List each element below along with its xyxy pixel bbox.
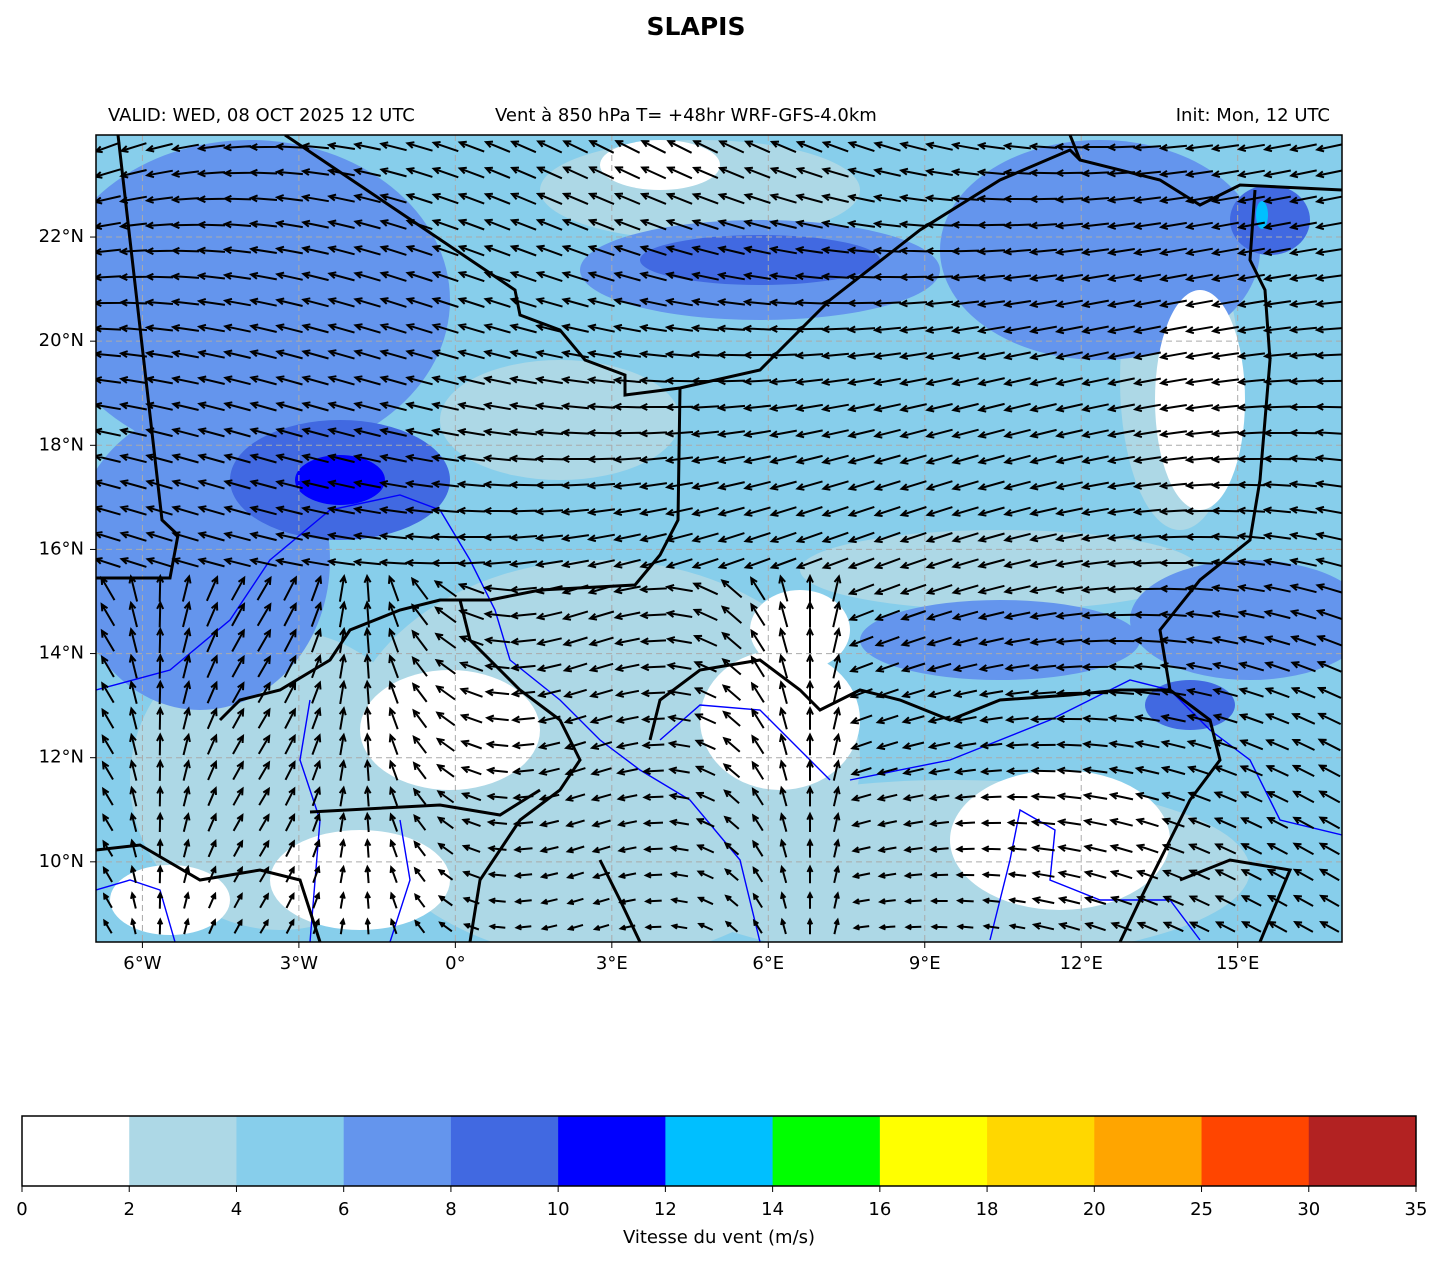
colorbar-bin [450, 1116, 559, 1186]
colorbar: 0 2 4 6 8 10 12 14 16 18 20 25 30 35 [16, 1115, 1428, 1220]
x-tick-label: 6°E [752, 953, 784, 974]
colorbar-bin [558, 1116, 666, 1186]
x-tick-label: 9°E [909, 953, 941, 974]
shade [800, 530, 1200, 610]
colorbar-tick-label: 30 [1297, 1199, 1320, 1220]
shade [650, 780, 1250, 942]
colorbar-bin [665, 1116, 774, 1186]
colorbar-tick-label: 10 [547, 1199, 570, 1220]
shade [1155, 290, 1245, 510]
colorbar-tick-label: 16 [868, 1199, 891, 1220]
colorbar-bin [987, 1116, 1095, 1186]
colorbar-tick-label: 8 [445, 1199, 456, 1220]
colorbar-tick-label: 2 [124, 1199, 135, 1220]
x-tick-label: 12°E [1060, 953, 1103, 974]
colorbar-bin [772, 1116, 881, 1186]
y-tick-label: 12°N [39, 747, 84, 768]
y-tick-label: 20°N [39, 330, 84, 351]
colorbar-bin [1308, 1116, 1417, 1186]
x-tick-label: 3°E [596, 953, 628, 974]
shade [1256, 201, 1268, 229]
colorbar-bin [129, 1116, 237, 1186]
colorbar-tick-label: 20 [1083, 1199, 1106, 1220]
wind-arrows [96, 140, 1342, 935]
subtitle-center: Vent à 850 hPa T= +48hr WRF-GFS-4.0km [495, 105, 877, 126]
colorbar-tick-label: 0 [16, 1199, 27, 1220]
shade [360, 670, 540, 790]
shade [1230, 185, 1310, 255]
y-tick-label: 10°N [39, 851, 84, 872]
shade [295, 455, 385, 505]
y-tick-label: 14°N [39, 643, 84, 664]
colorbar-bin [879, 1116, 988, 1186]
map-frame [95, 134, 1343, 943]
shade [700, 650, 860, 790]
shade [950, 770, 1170, 910]
title: SLAPIS [647, 12, 746, 41]
colorbar-frame [21, 1115, 1417, 1187]
y-tick-label: 16°N [39, 538, 84, 559]
colorbar-bin [236, 1116, 345, 1186]
y-tick-label: 22°N [39, 226, 84, 247]
colorbar-tick-label: 18 [976, 1199, 999, 1220]
x-tick-label: 6°W [123, 953, 161, 974]
x-tick-label: 15°E [1216, 953, 1259, 974]
axis-ticks: 6°W 3°W 0° 3°E 6°E 9°E 12°E 15°E 10°N 12°N 14°N 16°… [39, 226, 1260, 974]
y-tick-label: 18°N [39, 434, 84, 455]
colorbar-bin [1094, 1116, 1203, 1186]
borders [96, 135, 1342, 942]
shade [600, 140, 720, 190]
colorbar-tick-label: 12 [654, 1199, 677, 1220]
subtitle-left: VALID: WED, 08 OCT 2025 12 UTC [108, 105, 415, 126]
colorbar-bin [1201, 1116, 1310, 1186]
x-tick-label: 0° [445, 953, 465, 974]
shade [440, 360, 680, 480]
colorbar-tick-label: 4 [231, 1199, 242, 1220]
colorbar-tick-label: 35 [1405, 1199, 1428, 1220]
colorbar-tick-label: 6 [338, 1199, 349, 1220]
colorbar-tick-label: 14 [761, 1199, 784, 1220]
subtitle-right: Init: Mon, 12 UTC [1176, 105, 1330, 126]
colorbar-bin [22, 1116, 130, 1186]
colorbar-tick-label: 25 [1190, 1199, 1213, 1220]
shade [750, 590, 850, 670]
wind-vectors [96, 140, 1342, 935]
colorbar-label: Vitesse du vent (m/s) [623, 1227, 815, 1248]
x-tick-label: 3°W [280, 953, 318, 974]
colorbar-bin [343, 1116, 452, 1186]
shade [110, 865, 230, 935]
